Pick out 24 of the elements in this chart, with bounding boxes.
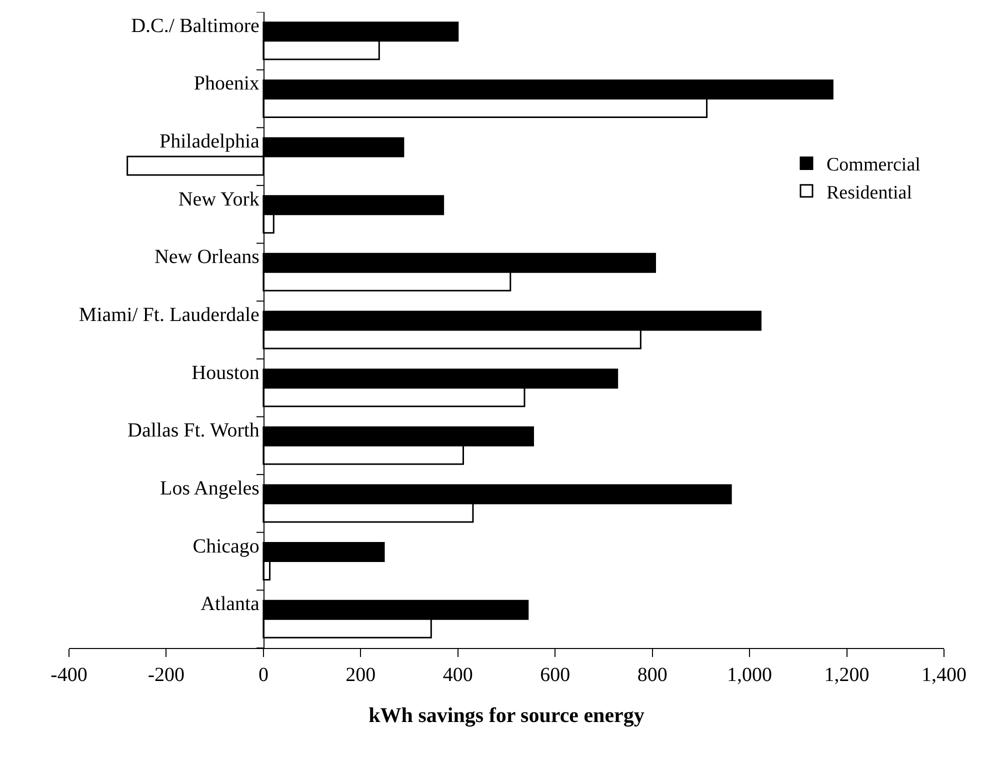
x-tick-label: 800 xyxy=(637,664,668,686)
y-tick-label: Chicago xyxy=(192,535,260,558)
y-tick-label: Miami/ Ft. Lauderdale xyxy=(78,304,260,326)
y-tick-label: Los Angeles xyxy=(160,477,260,500)
y-tick-label: New Orleans xyxy=(154,246,260,268)
x-tick-label: 600 xyxy=(540,664,570,686)
x-tick-label: 400 xyxy=(442,664,473,686)
x-tick-label: 1,000 xyxy=(727,664,772,686)
x-tick-label: 200 xyxy=(346,664,376,686)
x-axis-title: kWh savings for source energy xyxy=(368,703,645,728)
x-tick-label: 1,200 xyxy=(824,664,870,686)
y-tick-label: Dallas Ft. Worth xyxy=(128,420,260,442)
x-tick-label: 1,400 xyxy=(922,664,966,686)
y-tick-label: Houston xyxy=(192,362,260,384)
y-tick-label: Philadelphia xyxy=(159,130,260,153)
x-tick-label: -400 xyxy=(50,664,88,686)
y-tick-label: New York xyxy=(178,188,260,210)
legend-label: Residential xyxy=(826,182,912,204)
y-tick-label: Phoenix xyxy=(194,72,260,95)
y-tick-label: D.C./ Baltimore xyxy=(131,14,260,37)
x-tick-label: 0 xyxy=(258,664,268,686)
x-tick-label: -200 xyxy=(148,664,185,686)
legend-label: Commercial xyxy=(826,154,920,176)
y-tick-label: Atlanta xyxy=(200,593,260,616)
